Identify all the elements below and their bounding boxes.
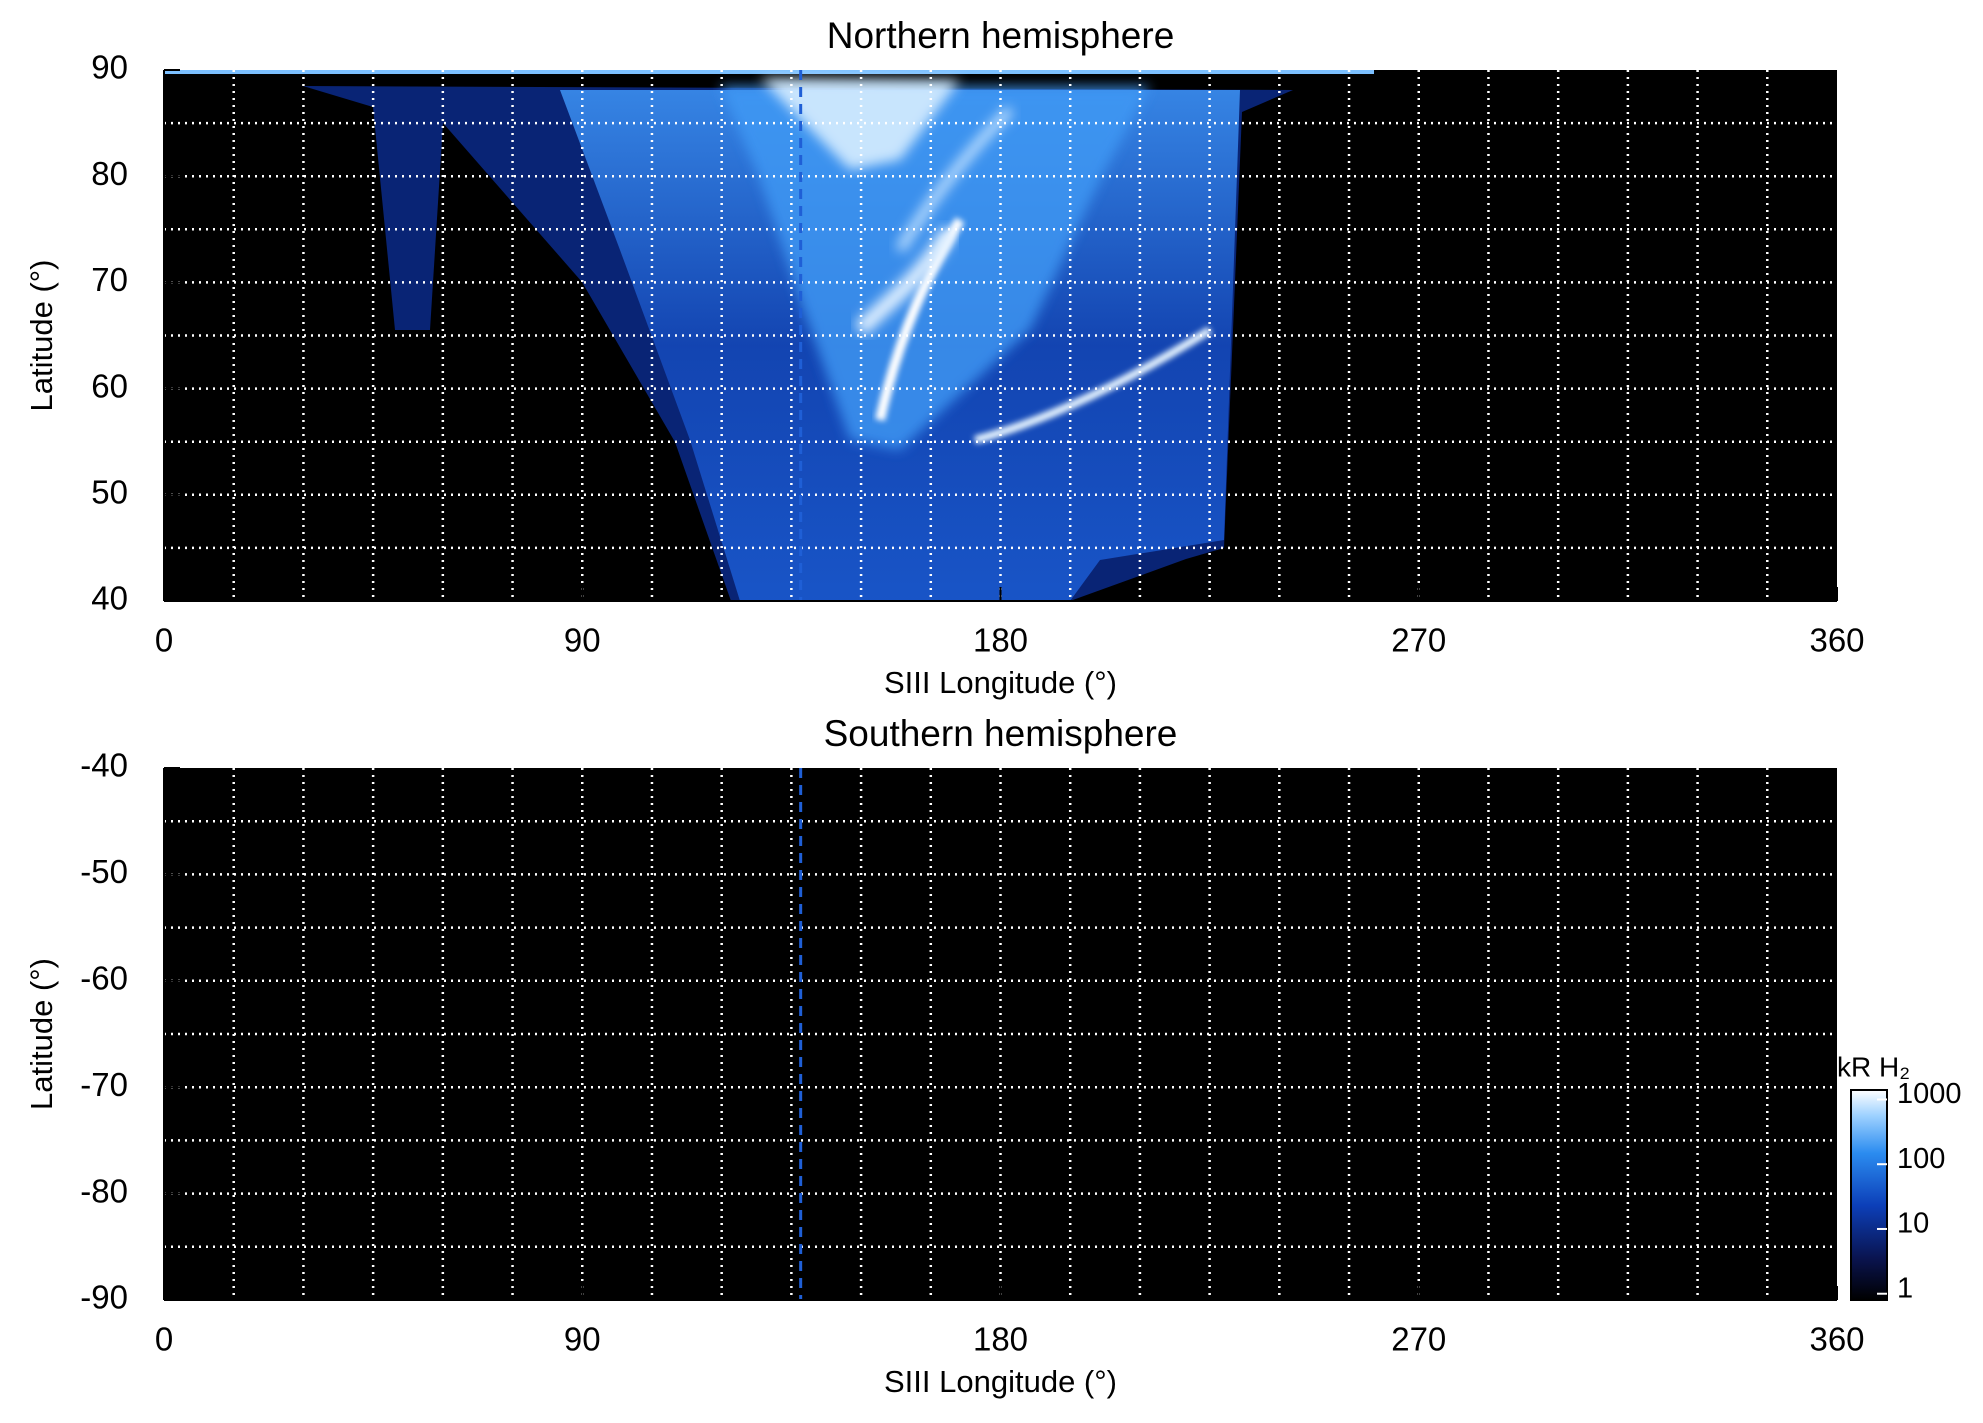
x-axis-title: SIII Longitude (°) (884, 665, 1117, 700)
y-tick-label: 60 (91, 367, 128, 404)
x-tick-label: 360 (1809, 622, 1864, 659)
colorbar-label: kR H₂ (1837, 1051, 1910, 1082)
y-axis-title: Latitude (°) (24, 958, 59, 1110)
y-tick-label: -50 (80, 853, 128, 890)
y-tick-label: -80 (80, 1172, 128, 1209)
x-tick-label: 270 (1391, 622, 1446, 659)
chart-title: Northern hemisphere (827, 15, 1175, 56)
x-axis-title: SIII Longitude (°) (884, 1364, 1117, 1399)
y-tick-label: 50 (91, 474, 128, 511)
y-tick-label: 90 (91, 49, 128, 86)
y-tick-label: 80 (91, 155, 128, 192)
colorbar-tick-label: 100 (1897, 1143, 1945, 1175)
x-tick-label: 180 (973, 1321, 1028, 1358)
x-tick-label: 0 (155, 622, 173, 659)
y-tick-label: -90 (80, 1279, 128, 1316)
x-tick-label: 0 (155, 1321, 173, 1358)
x-tick-label: 270 (1391, 1321, 1446, 1358)
x-tick-label: 90 (564, 1321, 601, 1358)
colorbar-tick-label: 10 (1897, 1208, 1929, 1240)
chart-title: Southern hemisphere (824, 713, 1178, 754)
x-tick-label: 180 (973, 622, 1028, 659)
y-tick-label: 70 (91, 261, 128, 298)
y-tick-label: -40 (80, 747, 128, 784)
y-tick-label: -60 (80, 960, 128, 997)
colorbar-tick-label: 1000 (1897, 1078, 1962, 1110)
y-axis-title: Latitude (°) (24, 260, 59, 412)
colorbar-tick-label: 1 (1897, 1272, 1913, 1304)
y-tick-label: -70 (80, 1066, 128, 1103)
colorbar (1850, 1089, 1888, 1301)
x-tick-label: 360 (1809, 1321, 1864, 1358)
y-tick-label: 40 (91, 580, 128, 617)
x-tick-label: 90 (564, 622, 601, 659)
